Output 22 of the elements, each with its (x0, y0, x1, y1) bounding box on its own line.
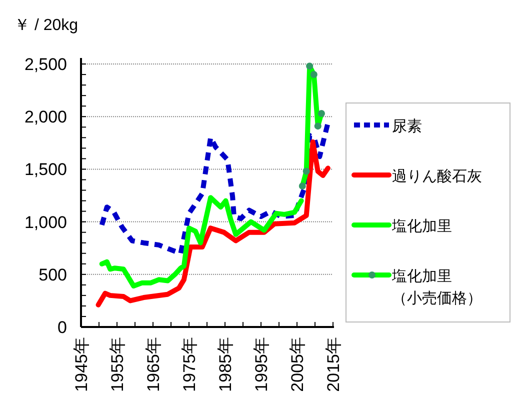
legend-label: 塩化加里（小売価格） (391, 268, 482, 307)
y-tick-label: 2,000 (24, 108, 67, 127)
legend-label: 過りん酸石灰 (392, 168, 482, 185)
x-tick-label: 2015年 (324, 337, 343, 392)
y-tick-label: 0 (58, 318, 67, 337)
point (310, 71, 318, 78)
x-tick-label: 1945年 (72, 337, 91, 392)
y-tick-label: 1,000 (24, 212, 67, 232)
y-tick-label: 2,500 (24, 55, 67, 74)
legend-label: 尿素 (392, 118, 422, 135)
legend-label: 塩化加里 (391, 218, 452, 235)
x-tick-label: 1975年 (180, 337, 199, 392)
y-tick-label: 500 (38, 265, 67, 284)
point (318, 110, 325, 117)
x-tick-label: 1995年 (252, 337, 271, 392)
x-tick-label: 2005年 (288, 337, 307, 392)
y-tick-label: 1,500 (24, 160, 67, 180)
x-tick-label: 1955年 (108, 337, 127, 392)
x-tick-label: 1985年 (216, 337, 235, 392)
x-tick-label: 1965年 (144, 337, 163, 392)
y-axis-title: ￥ / 20kg (14, 17, 78, 34)
point (306, 62, 314, 70)
